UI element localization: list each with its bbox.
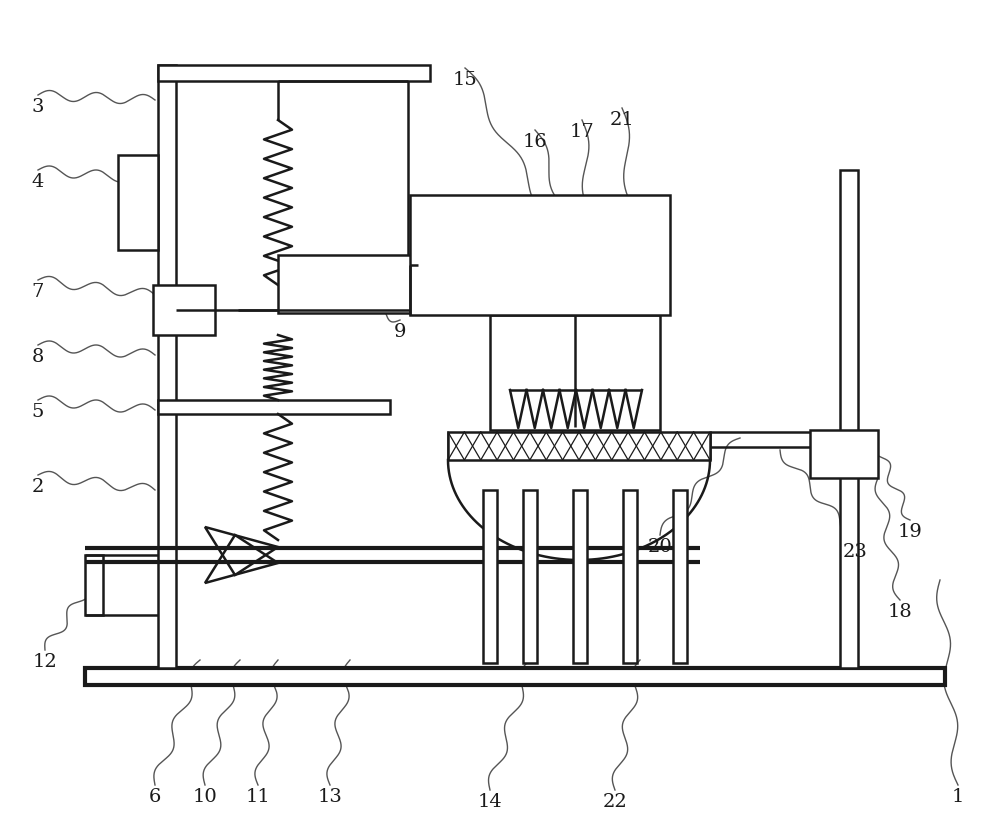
Text: 13: 13	[318, 788, 342, 806]
Text: 14: 14	[478, 793, 502, 811]
Text: 4: 4	[32, 173, 44, 191]
Text: 18: 18	[888, 603, 912, 621]
Text: 23: 23	[843, 543, 867, 561]
Bar	[573, 490, 587, 663]
Bar	[278, 255, 418, 313]
Text: 10: 10	[193, 788, 217, 806]
Bar	[483, 490, 497, 663]
Text: 5: 5	[32, 403, 44, 421]
Text: 8: 8	[32, 348, 44, 366]
Text: 12: 12	[33, 653, 57, 671]
Bar	[410, 195, 670, 315]
Text: 17: 17	[570, 123, 594, 141]
Text: 3: 3	[32, 98, 44, 116]
Text: 9: 9	[394, 323, 406, 341]
Bar	[85, 668, 945, 685]
Text: 21: 21	[610, 111, 634, 129]
Bar	[523, 490, 537, 663]
Bar	[158, 65, 430, 81]
Text: 2: 2	[32, 478, 44, 496]
Text: 11: 11	[246, 788, 270, 806]
Text: 15: 15	[453, 71, 477, 89]
Bar	[840, 170, 858, 668]
Bar	[118, 155, 158, 250]
Text: 22: 22	[603, 793, 627, 811]
Bar	[810, 430, 878, 478]
Bar	[158, 400, 390, 414]
Text: 7: 7	[32, 283, 44, 301]
Text: 20: 20	[648, 538, 672, 556]
Bar	[673, 490, 687, 663]
Text: 16: 16	[523, 133, 547, 151]
Bar	[623, 490, 637, 663]
Bar	[490, 315, 660, 430]
Text: 1: 1	[952, 788, 964, 806]
Text: 6: 6	[149, 788, 161, 806]
Bar	[85, 555, 103, 615]
Bar	[448, 432, 710, 460]
Text: 19: 19	[898, 523, 922, 541]
Bar	[158, 65, 176, 668]
Bar	[153, 285, 215, 335]
